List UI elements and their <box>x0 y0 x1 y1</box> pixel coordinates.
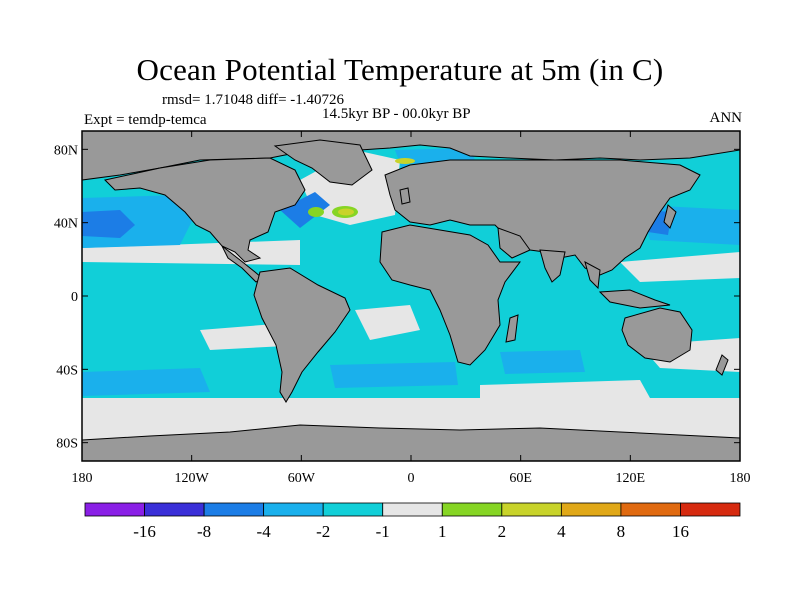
colorbar-label: 2 <box>498 522 507 541</box>
colorbar-label: -8 <box>197 522 211 541</box>
colorbar-segment <box>144 502 205 517</box>
colorbar-label: -1 <box>376 522 390 541</box>
colorbar-segment <box>203 502 265 517</box>
season-label: ANN <box>709 110 743 126</box>
africa <box>379 224 521 366</box>
x-tick-label: 60W <box>288 471 316 486</box>
japan <box>663 204 677 229</box>
greenland <box>273 139 373 186</box>
north-pacific-blue-core <box>82 210 135 238</box>
arabia <box>497 227 531 259</box>
plot-title: Ocean Potential Temperature at 5m (in C) <box>136 52 664 87</box>
y-tick-label: 0 <box>71 290 78 305</box>
y-tick-label: 80S <box>56 437 78 452</box>
north-america <box>103 157 306 263</box>
south-indian-blue <box>500 350 585 374</box>
map-panel <box>81 130 741 462</box>
period-label: 14.5kyr BP - 00.0kyr BP <box>322 106 471 122</box>
colorbar-label: 8 <box>617 522 626 541</box>
colorbar-label: -16 <box>133 522 156 541</box>
y-tick-label: 40S <box>56 363 78 378</box>
colorbar-label: 16 <box>672 522 689 541</box>
south-atlantic-blue <box>330 362 458 388</box>
colorbar-segment <box>620 502 681 517</box>
colorbar-segment <box>560 502 622 517</box>
map-axes: 180 120W 60W 0 60E 120E 180 80N 40N 0 40S 80S <box>54 131 751 486</box>
colorbar-label: -2 <box>316 522 330 541</box>
x-tick-label: 0 <box>408 471 415 486</box>
norwegian-warm <box>395 158 415 164</box>
y-tick-label: 40N <box>54 217 78 232</box>
eurasia <box>384 159 701 276</box>
colorbar-label: -4 <box>257 522 272 541</box>
indonesia <box>598 289 671 309</box>
y-tick-label: 80N <box>54 143 78 158</box>
british-isles <box>399 187 411 205</box>
colorbar-segment <box>680 502 741 517</box>
colorbar-segment <box>441 502 503 517</box>
stats-label: rmsd= 1.71048 diff= -1.40726 <box>162 92 345 108</box>
labrador-warm <box>308 207 324 217</box>
new-zealand <box>715 354 729 376</box>
colorbar-segment <box>501 502 562 517</box>
colorbar-segment <box>263 502 324 517</box>
x-tick-label: 60E <box>509 471 532 486</box>
south-ocean-blue <box>82 368 210 396</box>
colorbar: -16 -8 -4 -2 -1 1 2 4 8 16 <box>84 502 741 541</box>
colorbar-label: 1 <box>438 522 447 541</box>
north-atlantic-warm-core <box>338 208 354 216</box>
x-tick-label: 180 <box>730 471 751 486</box>
southeast-asia <box>584 261 601 290</box>
colorbar-segment <box>322 502 384 517</box>
colorbar-segment <box>382 502 443 517</box>
madagascar <box>505 314 519 343</box>
colorbar-label: 4 <box>557 522 566 541</box>
tropical-pacific-neutral <box>620 252 740 282</box>
x-tick-label: 120W <box>175 471 210 486</box>
experiment-label: Expt = temdp-temca <box>84 112 207 128</box>
indian-ocean-neutral <box>480 380 650 400</box>
south-america <box>253 267 351 403</box>
gulf-stream-blue <box>280 192 330 228</box>
australia <box>621 307 693 363</box>
colorbar-segment <box>84 502 145 517</box>
south-atlantic-neutral <box>355 305 420 340</box>
x-tick-label: 180 <box>72 471 93 486</box>
x-tick-label: 120E <box>616 471 646 486</box>
india <box>539 249 566 283</box>
